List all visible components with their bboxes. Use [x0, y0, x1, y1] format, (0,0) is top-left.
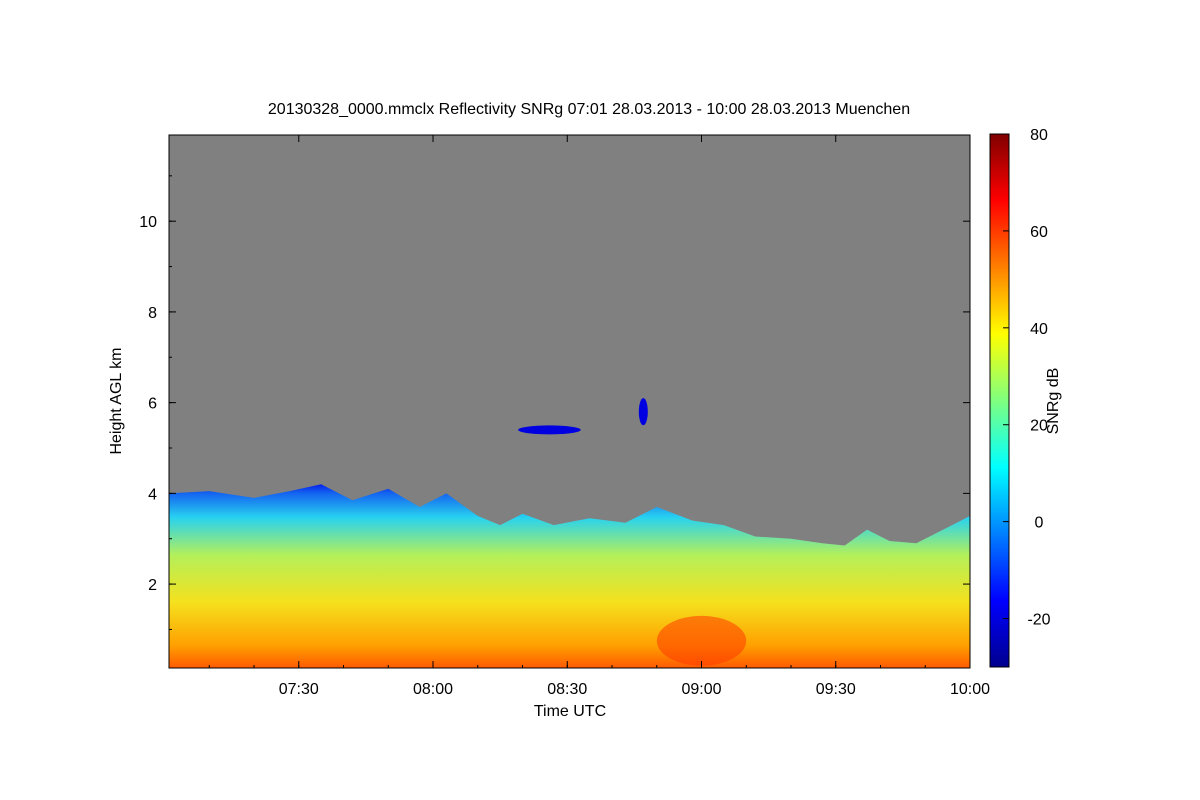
colorbar-tick-label: 0 [1035, 515, 1044, 532]
cloud-echo-region [169, 484, 970, 668]
colorbar-axis: -20 0 20 40 60 80 [1003, 127, 1051, 629]
x-tick-label: 09:00 [681, 681, 721, 698]
colorbar-tick-label: -20 [1027, 612, 1050, 629]
chart-title: 20130328_0000.mmclx Reflectivity SNRg 07… [268, 101, 910, 118]
y-axis-label: Height AGL km [108, 347, 125, 454]
y-tick-label: 6 [148, 396, 157, 413]
x-tick-label: 09:30 [816, 681, 856, 698]
feature-strongest-return [656, 615, 747, 666]
y-tick-label: 2 [148, 577, 157, 594]
x-axis-label: Time UTC [534, 703, 606, 720]
y-tick-label: 4 [148, 486, 157, 503]
plot-frame [168, 134, 971, 669]
feature-elevated-thin-layer [518, 425, 581, 435]
colorbar-label: SNRg dB [1045, 368, 1062, 435]
x-tick-label: 07:30 [279, 681, 319, 698]
colorbar-tick-label: 20 [1030, 418, 1048, 435]
y-tick-label: 10 [139, 214, 157, 231]
colorbar-tick-label: 40 [1030, 321, 1048, 338]
x-axis: 07:30 08:00 08:30 09:00 09:30 10:00 [208, 135, 990, 698]
feature-isolated-echo [638, 398, 648, 426]
radar-data [169, 398, 970, 668]
colorbar [989, 133, 1010, 668]
y-axis: 2 4 6 8 10 [139, 175, 970, 630]
colorbar-tick-label: 60 [1030, 224, 1048, 241]
x-tick-label: 08:00 [413, 681, 453, 698]
x-tick-label: 10:00 [950, 681, 990, 698]
y-tick-label: 8 [148, 305, 157, 322]
x-tick-label: 08:30 [547, 681, 587, 698]
colorbar-tick-label: 80 [1030, 127, 1048, 144]
cloud-features [518, 398, 747, 666]
